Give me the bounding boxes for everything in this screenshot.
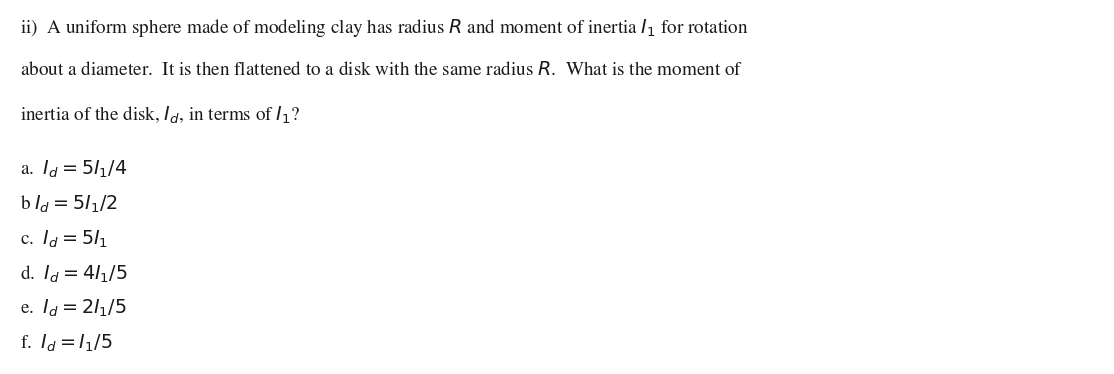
Text: c.  $I_d = 5I_1$: c. $I_d = 5I_1$ (20, 229, 108, 250)
Text: d.  $I_d = 4I_1/5$: d. $I_d = 4I_1/5$ (20, 263, 128, 285)
Text: e.  $I_d = 2I_1/5$: e. $I_d = 2I_1/5$ (20, 298, 127, 319)
Text: a.  $I_d = 5I_1/4$: a. $I_d = 5I_1/4$ (20, 159, 127, 180)
Text: f.  $I_d = I_1/5$: f. $I_d = I_1/5$ (20, 333, 113, 354)
Text: about a diameter.  It is then flattened to a disk with the same radius $R$.  Wha: about a diameter. It is then flattened t… (20, 61, 743, 79)
Text: b $I_d = 5I_1/2$: b $I_d = 5I_1/2$ (20, 194, 117, 215)
Text: inertia of the disk, $I_d$, in terms of $I_1$?: inertia of the disk, $I_d$, in terms of … (20, 105, 301, 126)
Text: ii)  A uniform sphere made of modeling clay has radius $R$ and moment of inertia: ii) A uniform sphere made of modeling cl… (20, 17, 749, 39)
